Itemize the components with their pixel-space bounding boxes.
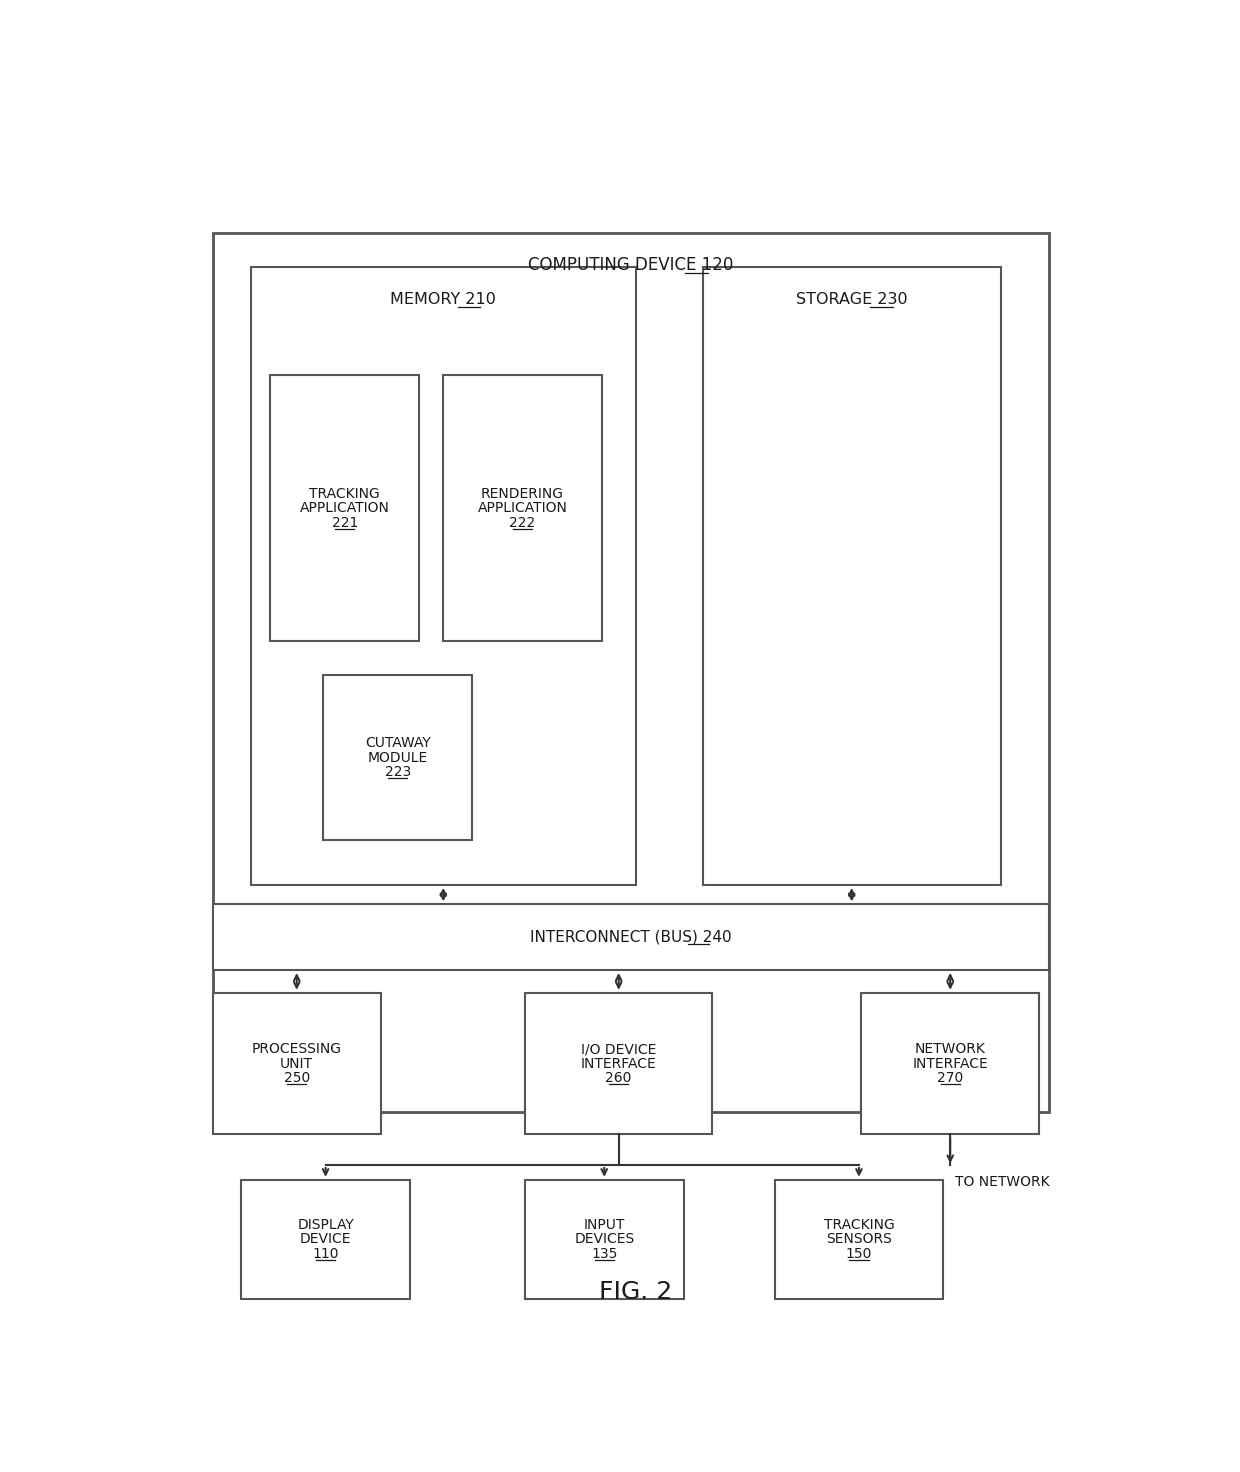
- Text: COMPUTING DEVICE 120: COMPUTING DEVICE 120: [528, 256, 733, 274]
- Text: 270: 270: [937, 1072, 963, 1085]
- Bar: [862, 992, 1039, 1135]
- Bar: [213, 904, 1049, 970]
- Text: 150: 150: [846, 1247, 872, 1260]
- Text: INTERFACE: INTERFACE: [580, 1057, 656, 1070]
- Text: APPLICATION: APPLICATION: [300, 500, 389, 515]
- Bar: [250, 268, 635, 885]
- Bar: [525, 1179, 683, 1298]
- Bar: [213, 992, 381, 1135]
- Text: 260: 260: [605, 1072, 632, 1085]
- Text: RENDERING: RENDERING: [481, 487, 564, 500]
- Bar: [324, 676, 472, 839]
- Bar: [703, 268, 1001, 885]
- Bar: [525, 992, 713, 1135]
- Text: SENSORS: SENSORS: [826, 1232, 892, 1247]
- Text: APPLICATION: APPLICATION: [477, 500, 568, 515]
- Text: UNIT: UNIT: [280, 1057, 314, 1070]
- Text: DEVICE: DEVICE: [300, 1232, 351, 1247]
- Text: TRACKING: TRACKING: [310, 487, 381, 500]
- Text: CUTAWAY: CUTAWAY: [365, 736, 430, 751]
- Bar: [270, 375, 419, 642]
- Text: TRACKING: TRACKING: [823, 1217, 894, 1232]
- Text: MODULE: MODULE: [367, 751, 428, 764]
- Text: I/O DEVICE: I/O DEVICE: [582, 1042, 656, 1055]
- Bar: [213, 234, 1049, 1111]
- Text: DEVICES: DEVICES: [574, 1232, 635, 1247]
- Text: 222: 222: [510, 515, 536, 530]
- Text: 223: 223: [384, 765, 410, 779]
- Text: INTERFACE: INTERFACE: [913, 1057, 988, 1070]
- Text: 250: 250: [284, 1072, 310, 1085]
- Text: STORAGE 230: STORAGE 230: [796, 291, 908, 306]
- Text: 110: 110: [312, 1247, 339, 1260]
- Bar: [242, 1179, 409, 1298]
- Text: 221: 221: [331, 515, 358, 530]
- Text: DISPLAY: DISPLAY: [298, 1217, 353, 1232]
- Text: TO NETWORK: TO NETWORK: [955, 1175, 1049, 1189]
- Bar: [775, 1179, 944, 1298]
- Text: FIG. 2: FIG. 2: [599, 1281, 672, 1304]
- Text: INTERCONNECT (BUS) 240: INTERCONNECT (BUS) 240: [529, 930, 732, 945]
- Text: NETWORK: NETWORK: [915, 1042, 986, 1055]
- Text: PROCESSING: PROCESSING: [252, 1042, 342, 1055]
- Text: INPUT: INPUT: [584, 1217, 625, 1232]
- Text: MEMORY 210: MEMORY 210: [391, 291, 496, 306]
- Bar: [444, 375, 601, 642]
- Text: 135: 135: [591, 1247, 618, 1260]
